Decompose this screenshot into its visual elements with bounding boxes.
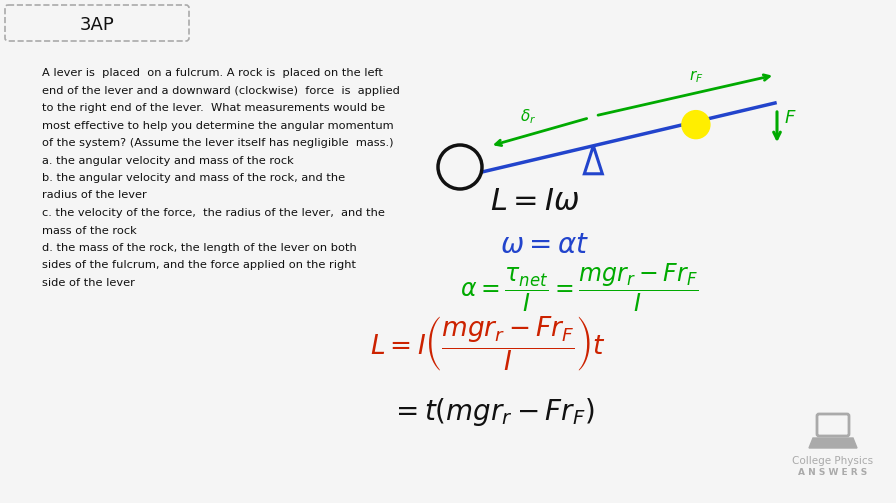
Text: sides of the fulcrum, and the force applied on the right: sides of the fulcrum, and the force appl… [42,261,356,271]
FancyBboxPatch shape [817,414,849,436]
Text: $L = I\left(\dfrac{mgr_r - Fr_F}{I}\right)t$: $L = I\left(\dfrac{mgr_r - Fr_F}{I}\righ… [370,314,606,373]
Polygon shape [809,438,857,448]
Text: d. the mass of the rock, the length of the lever on both: d. the mass of the rock, the length of t… [42,243,357,253]
Text: c. the velocity of the force,  the radius of the lever,  and the: c. the velocity of the force, the radius… [42,208,385,218]
Text: $\omega = \alpha t$: $\omega = \alpha t$ [500,231,590,259]
Text: radius of the lever: radius of the lever [42,191,147,201]
Text: most effective to help you determine the angular momentum: most effective to help you determine the… [42,121,393,130]
Text: $\alpha = \dfrac{\tau_{net}}{I} = \dfrac{mgr_r - Fr_F}{I}$: $\alpha = \dfrac{\tau_{net}}{I} = \dfrac… [460,262,698,314]
Text: to the right end of the lever.  What measurements would be: to the right end of the lever. What meas… [42,103,385,113]
Text: 3AP: 3AP [80,16,115,34]
FancyBboxPatch shape [5,5,189,41]
Text: $= t\left(mgr_r - Fr_F\right)$: $= t\left(mgr_r - Fr_F\right)$ [390,396,594,428]
Text: $\delta_r$: $\delta_r$ [520,107,536,126]
Text: b. the angular velocity and mass of the rock, and the: b. the angular velocity and mass of the … [42,173,345,183]
Text: end of the lever and a downward (clockwise)  force  is  applied: end of the lever and a downward (clockwi… [42,86,400,96]
Text: F: F [785,109,796,127]
Text: side of the lever: side of the lever [42,278,135,288]
Text: A N S W E R S: A N S W E R S [798,468,867,477]
Circle shape [682,111,710,139]
Text: a. the angular velocity and mass of the rock: a. the angular velocity and mass of the … [42,155,294,165]
Text: College Physics: College Physics [792,456,874,466]
Text: $L = I\omega$: $L = I\omega$ [490,187,580,216]
Text: $r_F$: $r_F$ [689,68,703,85]
Text: mass of the rock: mass of the rock [42,225,137,235]
Text: of the system? (Assume the lever itself has negligible  mass.): of the system? (Assume the lever itself … [42,138,393,148]
Text: A lever is  placed  on a fulcrum. A rock is  placed on the left: A lever is placed on a fulcrum. A rock i… [42,68,383,78]
